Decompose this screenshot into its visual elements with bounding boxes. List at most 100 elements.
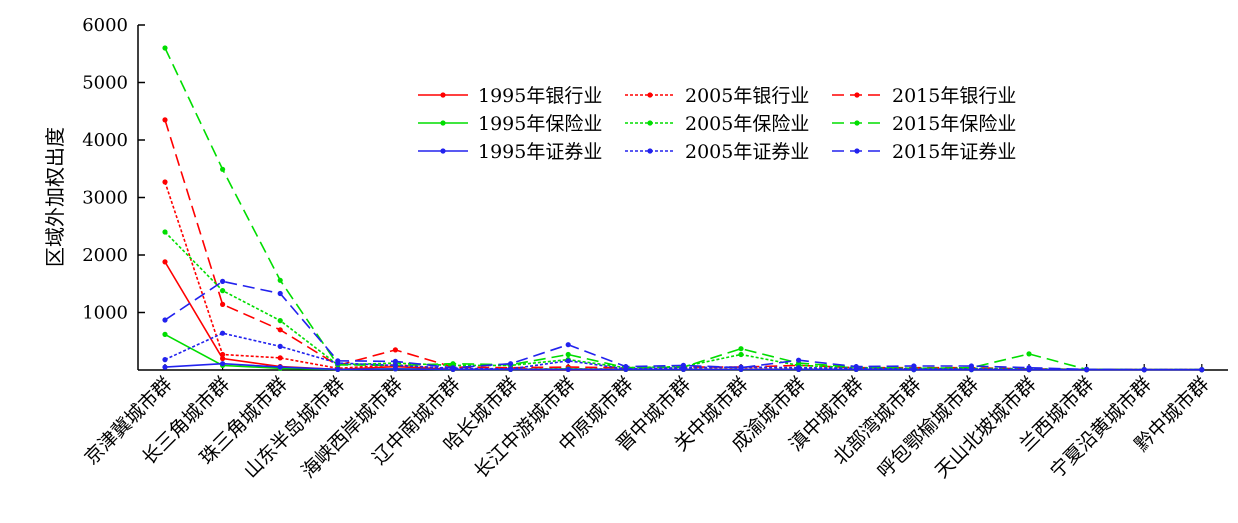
- legend-item: 1995年保险业: [418, 113, 602, 135]
- legend-label: 2015年保险业: [892, 113, 1016, 135]
- data-point: [1084, 366, 1090, 372]
- legend-label: 2015年银行业: [892, 85, 1016, 107]
- legend-label: 1995年保险业: [478, 113, 602, 135]
- legend-marker: [854, 120, 860, 126]
- data-point: [796, 357, 802, 363]
- legend-item: 2005年银行业: [625, 85, 809, 107]
- data-point: [162, 357, 168, 363]
- x-tick-label: 天山北坡城市群: [931, 373, 1041, 483]
- legend-item: 2005年保险业: [625, 113, 809, 135]
- legend-label: 2015年证券业: [892, 141, 1016, 163]
- data-point: [162, 331, 168, 337]
- data-point: [220, 330, 226, 336]
- series-line: [164, 47, 1202, 371]
- y-ticks: 1000 2000 3000 4000 5000 6000: [82, 15, 145, 324]
- data-point: [738, 346, 744, 352]
- data-point: [392, 358, 398, 364]
- data-point: [968, 363, 975, 369]
- series-8: [162, 278, 1205, 373]
- series-lines: [162, 45, 1205, 373]
- series-2: [162, 117, 1205, 373]
- series-0: [162, 259, 1205, 373]
- series-line: [164, 280, 1202, 371]
- data-point: [220, 351, 226, 358]
- y-tick-label: 2000: [82, 245, 128, 266]
- legend-marker: [440, 120, 446, 126]
- data-point: [162, 117, 168, 123]
- legend-label: 1995年银行业: [478, 85, 602, 107]
- data-point: [162, 317, 168, 323]
- legend-item: 2005年证券业: [625, 141, 809, 163]
- data-point: [508, 366, 514, 372]
- y-tick-label: 6000: [82, 15, 128, 36]
- y-tick-label: 1000: [82, 303, 128, 324]
- legend-item: 2015年保险业: [832, 113, 1016, 135]
- data-point: [565, 351, 571, 358]
- legend-label: 2005年证券业: [685, 141, 809, 163]
- axes: [137, 25, 1228, 371]
- x-tick-label: 海峡西岸城市群: [297, 373, 407, 483]
- y-tick-label: 5000: [82, 73, 128, 94]
- legend-item: 2015年证券业: [832, 141, 1016, 163]
- data-point: [220, 278, 226, 284]
- data-point: [335, 366, 341, 372]
- data-point: [277, 318, 283, 324]
- legend-marker: [854, 148, 860, 154]
- data-point: [680, 362, 687, 368]
- data-point: [565, 366, 571, 372]
- legend: 1995年银行业 2005年银行业 2015年银行业 1995年保险业 2005年保险业…: [418, 85, 1016, 163]
- data-point: [162, 229, 168, 235]
- data-point: [277, 343, 283, 349]
- data-point: [277, 355, 283, 361]
- data-point: [565, 358, 571, 364]
- data-point: [162, 45, 168, 51]
- data-point: [738, 351, 744, 358]
- data-point: [277, 364, 283, 370]
- legend-label: 2005年保险业: [685, 113, 809, 135]
- legend-label: 1995年证券业: [478, 141, 602, 163]
- data-point: [450, 365, 456, 371]
- data-point: [335, 358, 341, 364]
- x-tick-label: 宁夏沿黄城市群: [1046, 373, 1156, 483]
- x-tick-label: 呼包鄂榆城市群: [873, 373, 983, 483]
- data-point: [392, 362, 398, 368]
- series-1: [162, 179, 1205, 373]
- x-tick-labels: 京津冀城市群长三角城市群珠三角城市群山东半岛城市群海峡西岸城市群辽中南城市群哈长…: [80, 364, 1213, 483]
- legend-item: 1995年证券业: [418, 141, 602, 163]
- data-point: [277, 327, 283, 333]
- data-point: [162, 179, 168, 185]
- data-point: [911, 363, 917, 369]
- data-point: [1141, 367, 1147, 373]
- series-4: [162, 229, 1205, 373]
- y-axis-title: 区域外加权出度: [43, 127, 67, 267]
- series-line: [164, 261, 1202, 371]
- legend-marker: [440, 148, 446, 154]
- data-point: [450, 361, 456, 367]
- series-line: [164, 119, 1202, 371]
- data-point: [738, 365, 744, 371]
- y-tick-label: 4000: [82, 130, 128, 151]
- data-point: [1026, 365, 1032, 371]
- data-point: [220, 361, 226, 367]
- data-point: [392, 347, 398, 353]
- x-tick-label: 山东半岛城市群: [240, 373, 350, 483]
- data-point: [162, 259, 168, 265]
- legend-marker: [647, 120, 653, 126]
- legend-item: 1995年银行业: [418, 85, 602, 107]
- data-point: [220, 301, 226, 307]
- legend-label: 2005年银行业: [685, 85, 809, 107]
- series-line: [164, 231, 1202, 371]
- data-point: [1199, 367, 1205, 373]
- data-point: [565, 342, 571, 348]
- y-tick-label: 3000: [82, 188, 128, 209]
- data-point: [220, 166, 226, 172]
- series-5: [162, 45, 1205, 373]
- data-point: [623, 364, 629, 370]
- data-point: [796, 365, 802, 371]
- data-point: [162, 364, 168, 370]
- legend-item: 2015年银行业: [832, 85, 1016, 107]
- data-point: [277, 290, 283, 297]
- legend-marker: [440, 92, 446, 98]
- legend-marker: [647, 148, 653, 154]
